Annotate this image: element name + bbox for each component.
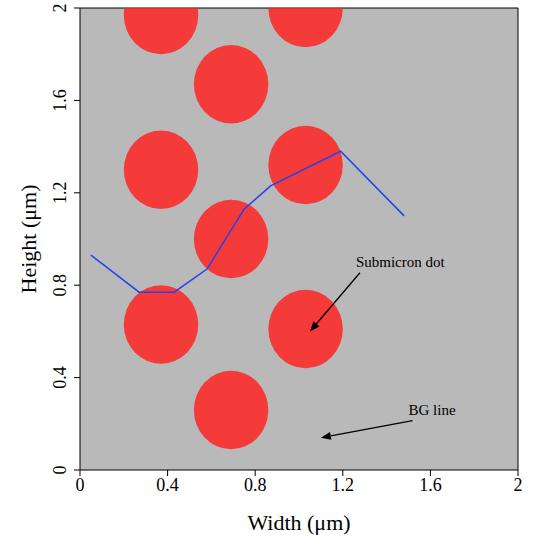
svg-text:0.4: 0.4 [50, 366, 70, 389]
svg-text:Submicron dot: Submicron dot [356, 254, 446, 270]
svg-text:1.2: 1.2 [332, 475, 355, 495]
svg-text:2: 2 [50, 4, 70, 13]
svg-text:2: 2 [514, 475, 523, 495]
svg-text:1.2: 1.2 [50, 182, 70, 205]
svg-text:0: 0 [76, 475, 85, 495]
svg-text:1.6: 1.6 [419, 475, 442, 495]
svg-text:BG line: BG line [409, 402, 456, 418]
svg-text:1.6: 1.6 [50, 89, 70, 112]
svg-text:0.4: 0.4 [156, 475, 179, 495]
svg-text:Width (μm): Width (μm) [247, 510, 350, 535]
svg-text:0.8: 0.8 [50, 274, 70, 297]
svg-text:Height (μm): Height (μm) [16, 185, 41, 294]
svg-text:0: 0 [50, 466, 70, 475]
svg-text:0.8: 0.8 [244, 475, 267, 495]
